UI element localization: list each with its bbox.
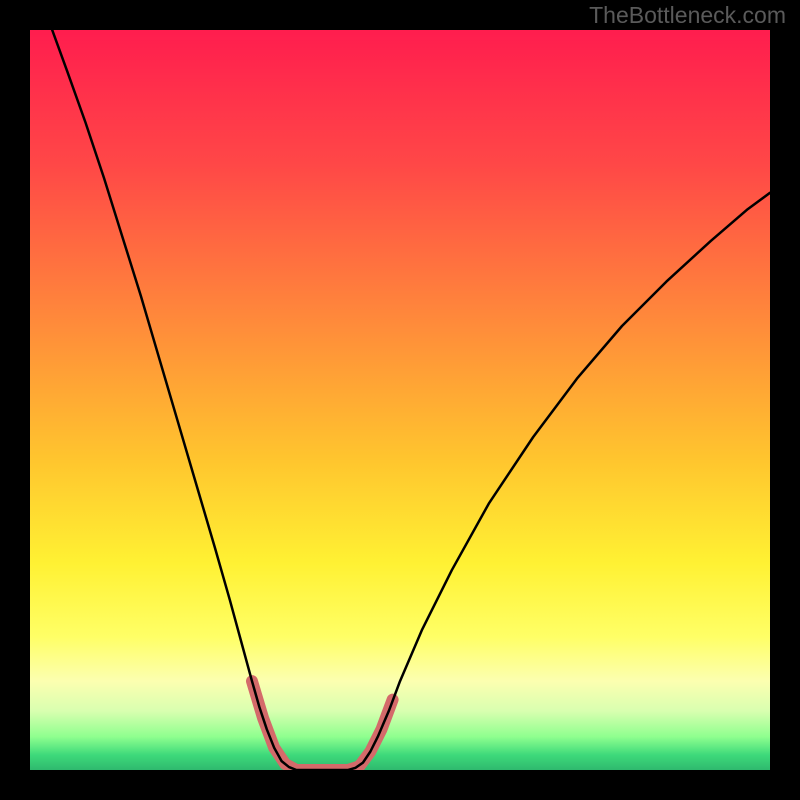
plot-area [30,30,770,770]
watermark-text: TheBottleneck.com [589,2,786,29]
chart-frame: TheBottleneck.com [0,0,800,800]
chart-svg [30,30,770,770]
